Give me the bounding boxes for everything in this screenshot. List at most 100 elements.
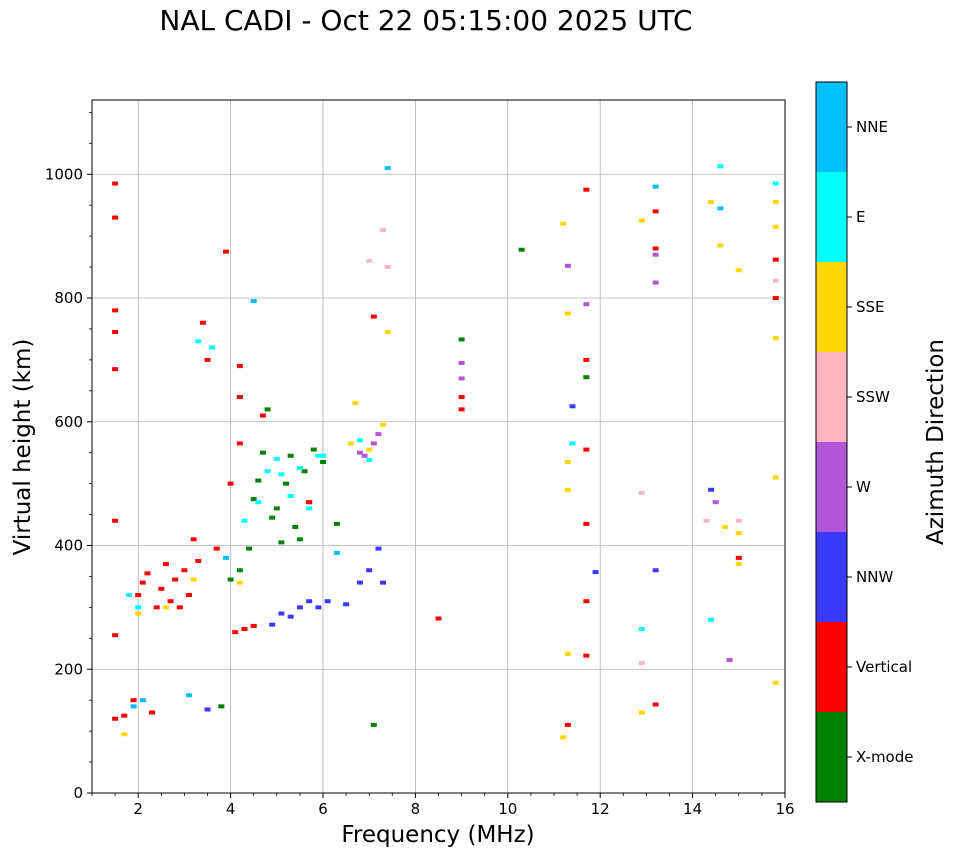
data-point-x-mode [310, 447, 317, 452]
data-point-sse [564, 311, 571, 316]
colorbar-label-sse: SSE [856, 298, 885, 316]
data-point-e [717, 164, 724, 169]
data-point-vertical [259, 413, 266, 418]
data-point-vertical [112, 518, 119, 523]
colorbar-label-w: W [856, 478, 871, 496]
data-point-x-mode [255, 478, 262, 483]
data-point-nnw [287, 614, 294, 619]
data-point-w [361, 453, 368, 458]
colorbar-segment-sse [816, 262, 847, 352]
data-point-vertical [735, 555, 742, 560]
data-point-vertical [112, 330, 119, 335]
data-point-e [287, 494, 294, 498]
data-point-sse [735, 268, 742, 273]
data-point-nne [130, 704, 137, 709]
x-tick-label: 6 [318, 800, 328, 818]
data-point-e [209, 345, 216, 350]
data-point-vertical [199, 320, 206, 325]
data-point-vertical [153, 605, 160, 610]
data-point-vertical [652, 209, 659, 214]
data-point-x-mode [518, 247, 525, 252]
data-point-sse [772, 680, 779, 685]
data-point-sse [366, 447, 373, 452]
data-point-vertical [121, 713, 128, 718]
colorbar-label-nnw: NNW [856, 568, 893, 586]
data-point-x-mode [273, 506, 280, 511]
data-point-nnw [306, 599, 313, 604]
data-point-sse [380, 422, 387, 427]
data-point-vertical [458, 407, 465, 412]
grid-lines [92, 100, 786, 794]
data-point-vertical [564, 722, 571, 727]
data-point-vertical [241, 627, 248, 632]
data-point-nnw [269, 622, 276, 627]
data-point-e [315, 453, 322, 458]
data-point-x-mode [250, 497, 257, 502]
data-point-x-mode [246, 546, 253, 551]
data-point-ssw [703, 518, 710, 523]
data-point-sse [708, 200, 715, 205]
data-point-w [458, 376, 465, 381]
data-point-vertical [583, 357, 590, 362]
data-point-vertical [772, 257, 779, 262]
data-point-vertical [222, 249, 229, 254]
data-point-sse [121, 732, 128, 737]
data-point-x-mode [458, 337, 465, 342]
data-point-e [772, 181, 779, 186]
data-point-vertical [135, 593, 142, 597]
data-point-w [726, 657, 733, 662]
data-point-nnw [343, 602, 350, 607]
data-point-sse [564, 487, 571, 492]
data-point-e [366, 458, 373, 463]
data-point-x-mode [333, 521, 340, 526]
data-point-sse [347, 441, 354, 446]
data-point-vertical [250, 623, 257, 628]
data-point-nnw [592, 570, 599, 575]
data-point-e [278, 472, 285, 477]
data-point-vertical [236, 441, 243, 446]
data-point-vertical [236, 364, 243, 369]
data-point-x-mode [320, 459, 326, 464]
x-axis-label: Frequency (MHz) [341, 822, 534, 848]
data-point-nnw [204, 707, 211, 712]
x-tick-label: 16 [775, 800, 794, 818]
y-axis-label: Virtual height (km) [10, 339, 36, 556]
data-point-nnw [324, 599, 331, 604]
y-tick-label: 400 [54, 537, 83, 555]
data-point-e [125, 593, 132, 597]
data-point-w [652, 280, 659, 285]
x-tick-label: 4 [226, 800, 236, 818]
data-point-nne [250, 299, 257, 304]
data-point-vertical [112, 716, 119, 721]
x-tick-label: 8 [411, 800, 421, 818]
data-point-sse [735, 531, 742, 536]
data-point-e [708, 617, 715, 622]
data-point-vertical [176, 605, 183, 610]
data-point-sse [352, 401, 359, 406]
data-point-ssw [366, 258, 373, 263]
data-point-vertical [652, 702, 659, 707]
data-point-vertical [112, 215, 119, 220]
data-point-x-mode [259, 450, 266, 455]
data-point-vertical [112, 633, 119, 638]
data-point-vertical [162, 562, 169, 567]
data-point-ssw [380, 227, 387, 232]
data-point-sse [772, 200, 779, 205]
data-point-sse [717, 243, 724, 248]
data-point-e [638, 627, 645, 632]
data-point-nnw [296, 605, 303, 610]
data-point-vertical [112, 181, 119, 186]
data-point-vertical [583, 187, 590, 192]
x-tick-label: 2 [133, 800, 143, 818]
data-point-vertical [583, 521, 590, 526]
data-point-sse [560, 735, 567, 740]
data-point-sse [772, 336, 779, 341]
data-point-x-mode [301, 469, 308, 474]
data-point-x-mode [264, 407, 271, 412]
data-point-e [195, 339, 202, 344]
data-point-nnw [366, 568, 373, 573]
data-point-vertical [112, 367, 119, 372]
data-point-nne [652, 184, 659, 189]
data-point-w [652, 252, 659, 257]
y-tick-label: 0 [73, 784, 83, 802]
